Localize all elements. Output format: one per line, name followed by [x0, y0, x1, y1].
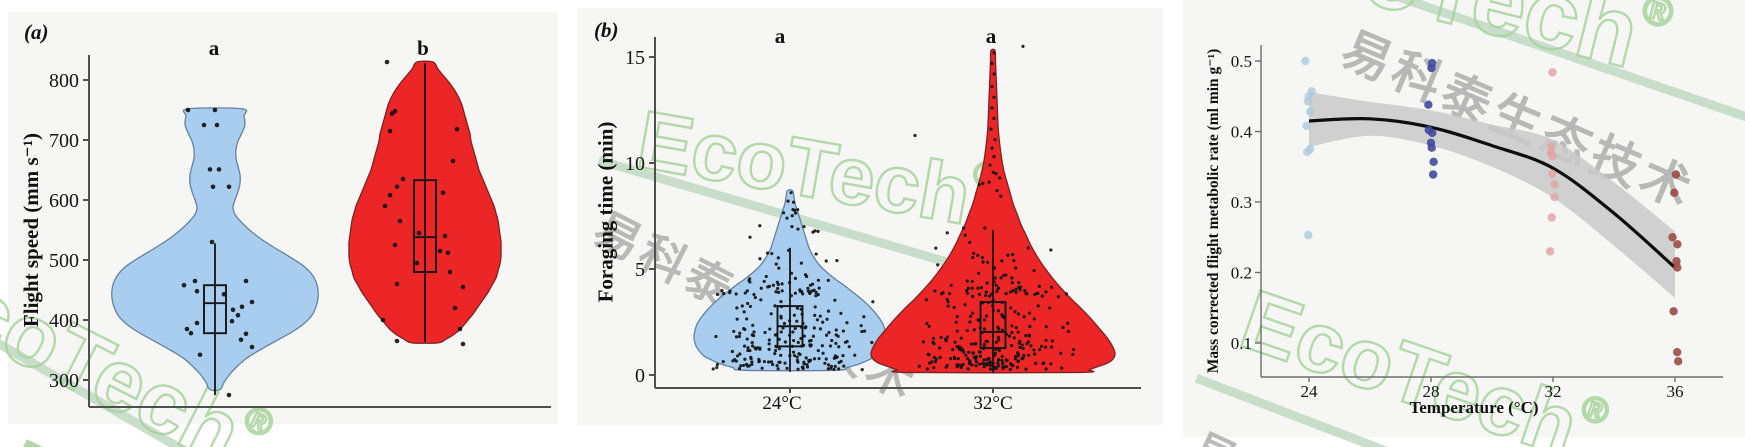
chart-layer: 300 400 500 600 700 800 0 5 10 15 0.1 0.2 0.3 0.4 0.5 2… [49, 37, 1723, 408]
panel-b-y-tick-label: 5 [635, 259, 645, 281]
panel-a-letter: (a) [24, 20, 49, 44]
sig-letter-b2: a [985, 24, 997, 48]
scatter-series-32 [1545, 68, 1559, 256]
panel-b-letter: (b) [594, 18, 619, 42]
panel-c-x-tick-label: 36 [1667, 382, 1684, 401]
panel-c-x-tick-label: 24 [1301, 382, 1319, 401]
points-b-32C [913, 44, 1076, 372]
sig-letter-a1: a [208, 36, 220, 60]
panel-c-x-axis-title: Temperature (°C) [1409, 398, 1539, 417]
panel-a-y-tick-label: 800 [49, 70, 79, 92]
panel-a-y-tick-label: 400 [49, 310, 79, 332]
panel-c-y-tick-label: 0.5 [1231, 52, 1252, 71]
panel-c-x-tick-label: 28 [1423, 382, 1440, 401]
sig-letter-b1: a [774, 24, 786, 48]
panel-a-y-axis-title: Flight speed (mm s⁻¹) [19, 132, 43, 328]
panel-b-y-axis-title: Foraging time (min) [593, 121, 618, 303]
watermark-band-1 [597, 156, 1019, 288]
confidence-ribbon [1309, 92, 1675, 298]
box-group-1 [203, 284, 227, 335]
panel-b-y-tick-label: 0 [635, 365, 645, 387]
points-b-24C [711, 191, 875, 372]
scatter-series-28 [1424, 58, 1438, 179]
violin-32C [870, 48, 1116, 374]
watermark-band-3 [1194, 374, 1745, 447]
panel-c-y-tick-label: 0.4 [1231, 123, 1253, 142]
category-label-32c: 32°C [973, 393, 1013, 414]
watermark-band-0 [0, 316, 229, 447]
panel-a-y-tick-label: 600 [49, 190, 79, 212]
panel-b-y-tick-label: 10 [625, 153, 645, 175]
panel-c-x-tick-label: 32 [1545, 382, 1562, 401]
box-group-2 [413, 179, 437, 273]
panel-c-y-tick-label: 0.2 [1231, 264, 1252, 283]
points-a-group-1 [181, 107, 255, 398]
points-a-group-2 [380, 59, 466, 347]
sig-letter-a2: b [417, 36, 429, 60]
scatter-series-36 [1668, 170, 1683, 366]
panel-c-y-tick-label: 0.1 [1231, 334, 1252, 353]
panel-c-y-axis-title: Mass corrected flight metabolic rate (ml… [1205, 48, 1222, 374]
regression-line [1308, 116, 1677, 269]
box-32C [979, 301, 1007, 350]
category-label-24c: 24°C [762, 393, 802, 414]
panel-a-y-tick-label: 500 [49, 250, 79, 272]
panel-b-y-tick-label: 15 [625, 47, 645, 69]
panel-a-y-tick-label: 700 [49, 130, 79, 152]
panel-a-y-tick-label: 300 [49, 370, 79, 392]
watermark-band-2 [1383, 0, 1745, 126]
scatter-series-24 [1301, 56, 1316, 240]
panel-c-y-tick-label: 0.3 [1231, 193, 1252, 212]
